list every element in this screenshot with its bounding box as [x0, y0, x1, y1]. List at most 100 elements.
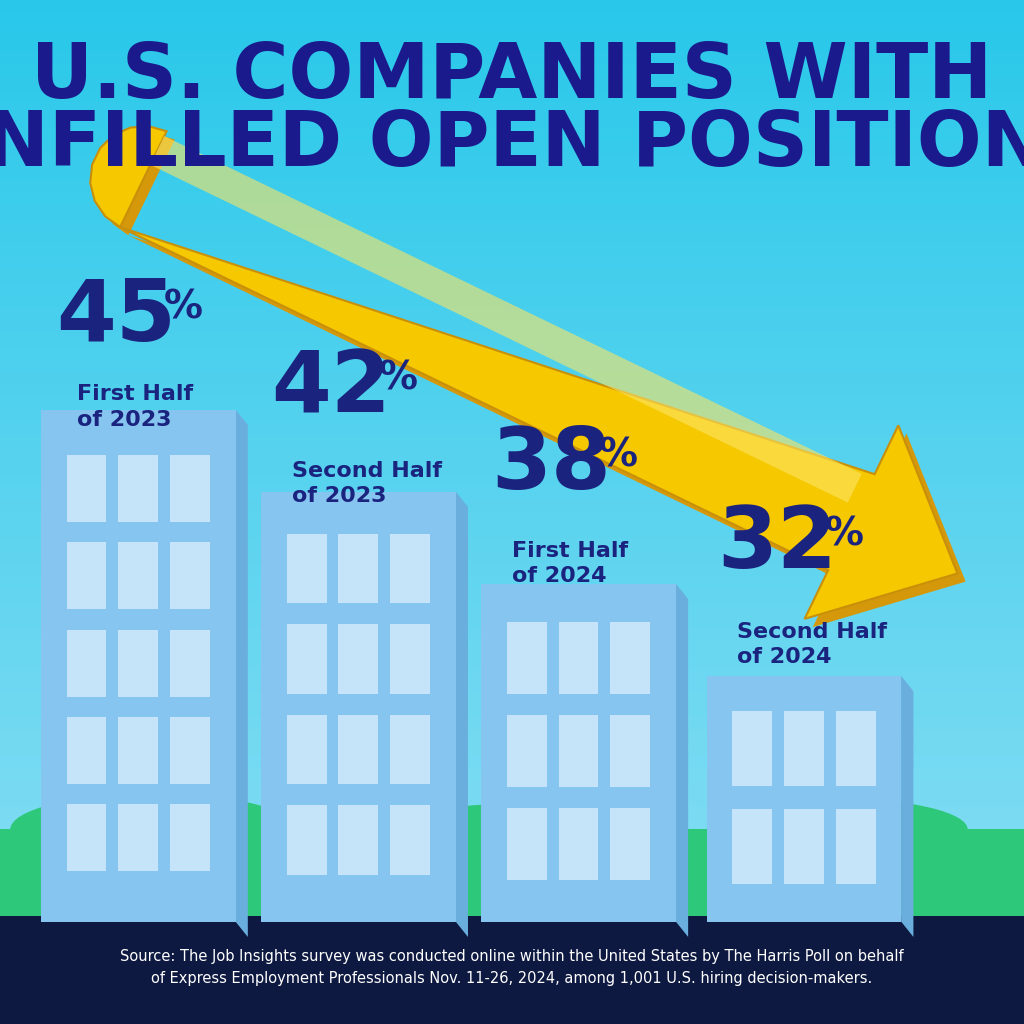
- Bar: [170, 804, 210, 870]
- Bar: [0, 780, 1024, 794]
- Bar: [732, 809, 772, 885]
- Bar: [610, 715, 650, 786]
- Bar: [836, 711, 876, 786]
- Bar: [119, 717, 158, 783]
- Bar: [0, 575, 1024, 589]
- Text: U.S. COMPANIES WITH: U.S. COMPANIES WITH: [32, 40, 992, 114]
- Bar: [0, 116, 1024, 128]
- Bar: [0, 589, 1024, 602]
- Ellipse shape: [10, 794, 297, 865]
- Bar: [0, 256, 1024, 268]
- Bar: [0, 102, 1024, 116]
- Bar: [0, 678, 1024, 691]
- Text: First Half
of 2024: First Half of 2024: [512, 541, 628, 587]
- Bar: [390, 715, 430, 784]
- Ellipse shape: [384, 804, 640, 865]
- Text: %: %: [599, 436, 638, 475]
- Bar: [339, 715, 378, 784]
- Bar: [0, 985, 1024, 998]
- Bar: [390, 625, 430, 694]
- Bar: [0, 916, 1024, 1024]
- Bar: [0, 282, 1024, 295]
- Text: First Half
of 2023: First Half of 2023: [77, 384, 193, 430]
- Bar: [0, 563, 1024, 575]
- Text: 42: 42: [271, 347, 391, 431]
- Bar: [0, 461, 1024, 473]
- Bar: [0, 358, 1024, 372]
- Bar: [0, 154, 1024, 166]
- Bar: [784, 711, 823, 786]
- Bar: [0, 38, 1024, 51]
- Bar: [67, 717, 106, 783]
- Bar: [41, 410, 236, 922]
- Text: Source: The Job Insights survey was conducted online within the United States by: Source: The Job Insights survey was cond…: [120, 949, 904, 986]
- Bar: [0, 922, 1024, 934]
- Bar: [0, 26, 1024, 38]
- Bar: [559, 715, 598, 786]
- Bar: [0, 883, 1024, 896]
- Bar: [507, 622, 547, 693]
- Bar: [67, 804, 106, 870]
- Bar: [0, 961, 1024, 973]
- Bar: [0, 640, 1024, 653]
- Bar: [0, 829, 1024, 922]
- Text: 45: 45: [56, 275, 176, 359]
- Polygon shape: [676, 584, 688, 937]
- Bar: [0, 756, 1024, 768]
- Bar: [0, 794, 1024, 807]
- Bar: [732, 711, 772, 786]
- Bar: [339, 534, 378, 603]
- Bar: [0, 166, 1024, 179]
- Bar: [559, 808, 598, 880]
- Bar: [170, 630, 210, 696]
- Bar: [390, 534, 430, 603]
- Bar: [0, 858, 1024, 870]
- Text: 38: 38: [492, 424, 611, 508]
- Bar: [0, 435, 1024, 449]
- Bar: [784, 809, 823, 885]
- Bar: [261, 492, 456, 922]
- Bar: [836, 809, 876, 885]
- Bar: [0, 268, 1024, 282]
- Bar: [507, 715, 547, 786]
- Bar: [119, 543, 158, 609]
- Bar: [0, 244, 1024, 256]
- Bar: [170, 717, 210, 783]
- Bar: [339, 625, 378, 694]
- Bar: [481, 584, 676, 922]
- Text: %: %: [824, 515, 863, 554]
- Bar: [287, 805, 327, 874]
- Bar: [0, 473, 1024, 486]
- Text: %: %: [379, 359, 418, 398]
- Polygon shape: [456, 492, 468, 937]
- Bar: [0, 742, 1024, 756]
- Polygon shape: [90, 126, 957, 618]
- Bar: [67, 456, 106, 522]
- Bar: [0, 486, 1024, 500]
- Bar: [0, 295, 1024, 307]
- Bar: [119, 456, 158, 522]
- Bar: [0, 807, 1024, 819]
- Polygon shape: [151, 136, 862, 503]
- Bar: [0, 831, 1024, 845]
- Bar: [0, 717, 1024, 729]
- Bar: [390, 805, 430, 874]
- Bar: [0, 218, 1024, 230]
- Bar: [559, 622, 598, 693]
- Bar: [0, 934, 1024, 947]
- Bar: [0, 205, 1024, 218]
- Bar: [0, 691, 1024, 705]
- Text: %: %: [164, 288, 203, 327]
- Bar: [0, 307, 1024, 319]
- Bar: [0, 819, 1024, 831]
- Bar: [170, 543, 210, 609]
- Bar: [0, 0, 1024, 12]
- Bar: [0, 410, 1024, 422]
- Bar: [610, 808, 650, 880]
- Bar: [0, 653, 1024, 666]
- Bar: [0, 614, 1024, 627]
- Bar: [0, 449, 1024, 461]
- Bar: [0, 63, 1024, 77]
- Polygon shape: [236, 410, 248, 937]
- Bar: [0, 845, 1024, 858]
